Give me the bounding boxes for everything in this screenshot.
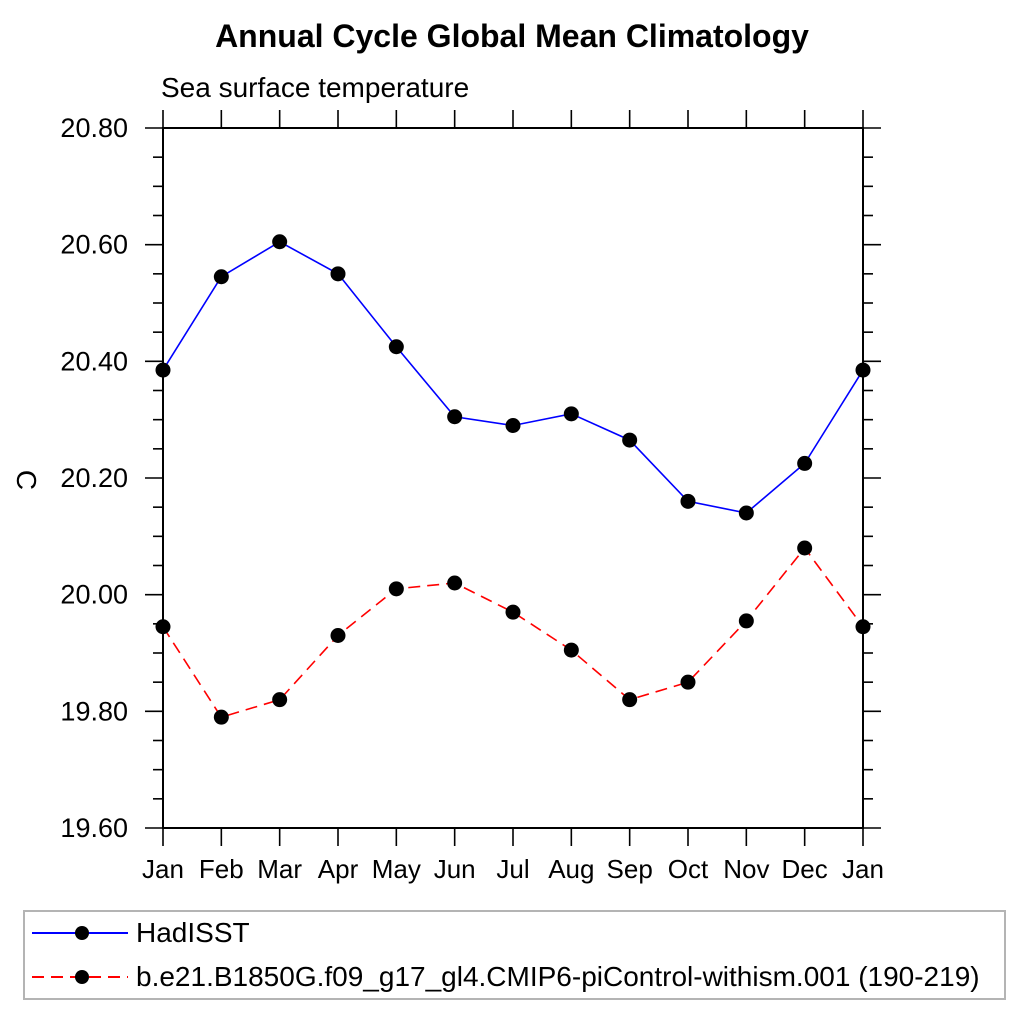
x-tick-label: Jan: [842, 854, 884, 884]
x-tick-label: Apr: [318, 854, 359, 884]
x-tick-label: Sep: [607, 854, 653, 884]
data-point-marker: [563, 406, 579, 422]
x-tick-label: Oct: [668, 854, 709, 884]
data-point-marker: [505, 604, 521, 620]
data-point-marker: [272, 234, 288, 250]
plot-frame: [162, 127, 864, 829]
data-point-marker: [738, 505, 754, 521]
y-tick-label: 20.20: [60, 463, 128, 493]
data-point-marker: [505, 418, 521, 433]
legend-line-solid-icon: [32, 926, 128, 940]
y-tick-label: 19.60: [60, 813, 128, 843]
x-tick-label: Jun: [434, 854, 476, 884]
data-point-marker: [213, 269, 229, 285]
data-point-marker: [388, 581, 404, 597]
data-point-marker: [213, 709, 229, 725]
legend-item-model: b.e21.B1850G.f09_g17_gl4.CMIP6-piControl…: [25, 957, 1004, 997]
data-point-marker: [388, 339, 404, 355]
data-point-marker: [272, 692, 288, 708]
chart-title: Annual Cycle Global Mean Climatology: [215, 18, 809, 54]
y-tick-label: 20.80: [60, 113, 128, 143]
data-point-marker: [797, 540, 813, 556]
data-point-marker: [330, 266, 346, 282]
x-tick-label: May: [372, 854, 421, 884]
y-tick-label: 19.80: [60, 696, 128, 726]
legend-marker-dot: [75, 970, 89, 984]
data-point-marker: [155, 619, 171, 635]
chart-subtitle: Sea surface temperature: [161, 72, 470, 103]
y-tick-label: 20.60: [60, 230, 128, 260]
legend-label: HadISST: [136, 917, 250, 948]
legend: HadISST b.e21.B1850G.f09_g17_gl4.CMIP6-p…: [23, 910, 1006, 1000]
data-point-marker: [155, 362, 171, 378]
axis-ticks: [145, 110, 881, 846]
data-point-marker: [855, 619, 871, 635]
legend-line-dashed-icon: [32, 970, 128, 984]
data-series: [155, 234, 871, 725]
x-tick-label: Jan: [142, 854, 184, 884]
data-point-marker: [797, 455, 813, 471]
data-point-marker: [447, 575, 463, 591]
legend-marker-dot: [75, 926, 89, 940]
x-tick-labels: Jan Feb Mar Apr May Jun Jul Aug Sep Oct Nov Dec Jan: [142, 854, 884, 884]
legend-item-hadisst: HadISST: [25, 913, 1004, 953]
data-point-marker: [563, 642, 579, 658]
data-point-marker: [855, 362, 871, 378]
data-point-marker: [622, 692, 638, 708]
series-hadisst: [155, 234, 871, 521]
data-point-marker: [738, 613, 754, 629]
x-tick-label: Feb: [199, 854, 244, 884]
y-tick-label: 20.00: [60, 580, 128, 610]
data-point-marker: [330, 628, 346, 643]
data-point-marker: [622, 432, 638, 448]
x-tick-label: Aug: [548, 854, 594, 884]
x-tick-label: Mar: [257, 854, 302, 884]
data-point-marker: [680, 493, 696, 509]
x-tick-label: Jul: [496, 854, 529, 884]
x-tick-label: Dec: [782, 854, 828, 884]
data-point-marker: [680, 674, 696, 690]
series-model: [155, 540, 871, 725]
legend-label: b.e21.B1850G.f09_g17_gl4.CMIP6-piControl…: [136, 961, 980, 992]
data-point-marker: [447, 409, 463, 425]
x-tick-label: Nov: [723, 854, 769, 884]
y-tick-label: 20.40: [60, 346, 128, 376]
y-tick-labels: 19.60 19.80 20.00 20.20 20.40 20.60 20.80: [60, 113, 128, 843]
